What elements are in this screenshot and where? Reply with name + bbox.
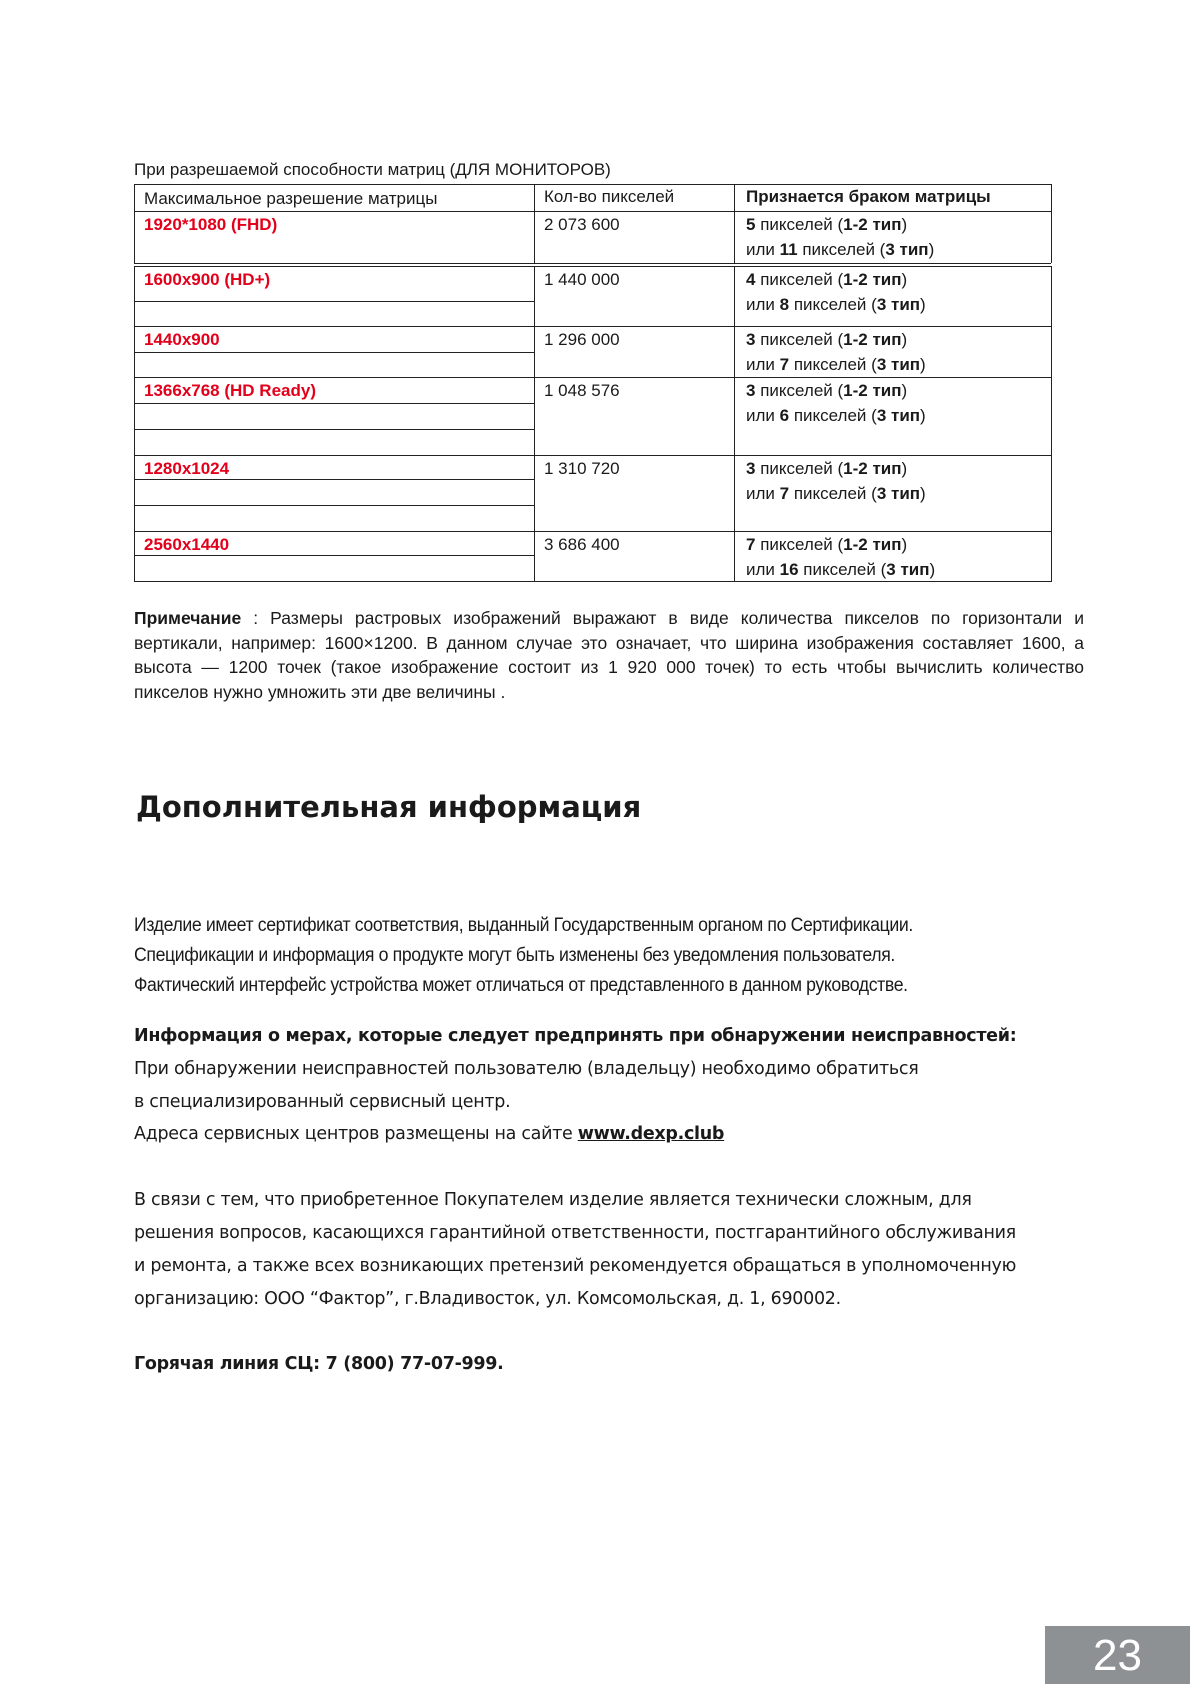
defect-line-2: или 16 пикселей (3 тип) bbox=[746, 560, 936, 579]
pixel-count: 1 296 000 bbox=[544, 330, 620, 349]
defect-line-1: 3 пикселей (1-2 тип) bbox=[746, 459, 908, 478]
resolution-text: 1920*1080 (FHD) bbox=[144, 215, 278, 234]
hotline: Горячая линия СЦ: 7 (800) 77-07-999. bbox=[134, 1354, 504, 1374]
resolution-cell: 1920*1080 (FHD) bbox=[144, 212, 277, 237]
pixel-count: 3 686 400 bbox=[544, 535, 620, 554]
resolution-cell: 1366x768 (HD Ready) bbox=[144, 378, 316, 403]
dexp-link[interactable]: www.dexp.club bbox=[577, 1124, 725, 1144]
resolution-text: 1440x900 bbox=[144, 330, 220, 349]
table-rule bbox=[134, 184, 1051, 185]
table-rule bbox=[134, 505, 534, 506]
table-rule bbox=[134, 479, 534, 480]
defect-line-2: или 7 пикселей (3 тип) bbox=[746, 355, 926, 374]
table-caption: При разрешаемой способности матриц (ДЛЯ … bbox=[134, 160, 611, 179]
header-resolution: Максимальное разрешение матрицы bbox=[144, 189, 438, 208]
resolution-text: 1600x900 (HD+) bbox=[144, 270, 271, 289]
defect-line-1: 5 пикселей (1-2 тип) bbox=[746, 215, 908, 234]
table-rule bbox=[134, 377, 1051, 378]
pixels-cell: 1 048 576 bbox=[544, 378, 620, 403]
defect-cell: 4 пикселей (1-2 тип) или 8 пикселей (3 ти… bbox=[746, 267, 926, 317]
resolution-text: 2560x1440 bbox=[144, 535, 230, 554]
table-rule bbox=[134, 352, 534, 353]
defect-line-2: или 6 пикселей (3 тип) bbox=[746, 406, 926, 425]
pixels-cell: 1 296 000 bbox=[544, 327, 620, 352]
table-rule bbox=[134, 581, 1051, 582]
table-rule bbox=[534, 184, 535, 263]
defect-line-2: или 11 пикселей (3 тип) bbox=[746, 240, 935, 259]
table-rule bbox=[134, 301, 534, 302]
table-rule bbox=[734, 184, 735, 263]
table-rule bbox=[134, 266, 1051, 267]
defect-line-1: 3 пикселей (1-2 тип) bbox=[746, 381, 908, 400]
defect-line-1: 3 пикселей (1-2 тип) bbox=[746, 330, 908, 349]
section-heading: Дополнительная информация bbox=[136, 790, 642, 824]
warranty-line: и ремонта, а также всех возникающих прет… bbox=[134, 1256, 1017, 1276]
warranty-line: В связи с тем, что приобретенное Покупат… bbox=[134, 1190, 972, 1210]
table-rule bbox=[1051, 184, 1052, 263]
pixel-count: 1 048 576 bbox=[544, 381, 620, 400]
warranty-line: решения вопросов, касающихся гарантийной… bbox=[134, 1223, 1016, 1243]
table-rule bbox=[134, 326, 1051, 327]
table-rule bbox=[134, 555, 534, 556]
defect-cell: 5 пикселей (1-2 тип) или 11 пикселей (3 т… bbox=[746, 212, 934, 262]
table-rule bbox=[134, 211, 1051, 212]
defect-line-2: или 7 пикселей (3 тип) bbox=[746, 484, 926, 503]
note-paragraph: Примечание : Размеры растровых изображен… bbox=[134, 606, 1084, 704]
table-rule bbox=[134, 263, 1051, 264]
defect-line-1: 7 пикселей (1-2 тип) bbox=[746, 535, 908, 554]
pixel-count: 1 310 720 bbox=[544, 459, 620, 478]
pixel-count: 1 440 000 bbox=[544, 270, 620, 289]
note-text: : Размеры растровых изображений выражают… bbox=[134, 608, 1084, 702]
resolution-cell: 1600x900 (HD+) bbox=[144, 267, 270, 292]
defect-cell: 7 пикселей (1-2 тип) или 16 пикселей (3 т… bbox=[746, 532, 935, 582]
table-rule bbox=[734, 266, 735, 582]
defect-line-2: или 8 пикселей (3 тип) bbox=[746, 295, 926, 314]
cert-line: Изделие имеет сертификат соответствия, в… bbox=[134, 915, 913, 936]
table-rule bbox=[534, 266, 535, 582]
resolution-text: 1366x768 (HD Ready) bbox=[144, 381, 316, 400]
fault-line: Адреса сервисных центров размещены на са… bbox=[134, 1124, 724, 1144]
resolution-cell: 1280x1024 bbox=[144, 456, 229, 481]
table-rule bbox=[1051, 266, 1052, 582]
header-defect: Признается браком матрицы bbox=[746, 187, 991, 206]
page-number: 23 bbox=[1045, 1626, 1190, 1684]
defect-line-1: 4 пикселей (1-2 тип) bbox=[746, 270, 908, 289]
pixel-count: 2 073 600 bbox=[544, 215, 620, 234]
cert-line: Фактический интерфейс устройства может о… bbox=[134, 975, 908, 996]
warranty-line: организацию: ООО “Фактор”, г.Владивосток… bbox=[134, 1289, 841, 1309]
pixels-cell: 1 440 000 bbox=[544, 267, 620, 292]
table-rule bbox=[134, 429, 534, 430]
cert-line: Спецификации и информация о продукте мог… bbox=[134, 945, 895, 966]
resolution-cell: 2560x1440 bbox=[144, 532, 229, 557]
note-label: Примечание bbox=[134, 608, 242, 628]
header-pixels: Кол-во пикселей bbox=[544, 187, 675, 206]
defect-cell: 3 пикселей (1-2 тип) или 6 пикселей (3 ти… bbox=[746, 378, 926, 428]
fault-line-text: Адреса сервисных центров размещены на са… bbox=[134, 1124, 578, 1144]
table-rule bbox=[134, 531, 1051, 532]
defect-cell: 3 пикселей (1-2 тип) или 7 пикселей (3 ти… bbox=[746, 327, 926, 377]
table-rule bbox=[134, 455, 1051, 456]
fault-title: Информация о мерах, которые следует пред… bbox=[134, 1026, 1017, 1046]
resolution-cell: 1440x900 bbox=[144, 327, 220, 352]
fault-line: в специализированный сервисный центр. bbox=[134, 1092, 511, 1112]
pixels-cell: 2 073 600 bbox=[544, 212, 620, 237]
table-rule bbox=[134, 403, 534, 404]
table-rule bbox=[134, 184, 135, 263]
resolution-text: 1280x1024 bbox=[144, 459, 230, 478]
pixels-cell: 3 686 400 bbox=[544, 532, 620, 557]
defect-cell: 3 пикселей (1-2 тип) или 7 пикселей (3 ти… bbox=[746, 456, 926, 506]
fault-line: При обнаружении неисправностей пользоват… bbox=[134, 1059, 919, 1079]
pixels-cell: 1 310 720 bbox=[544, 456, 620, 481]
table-rule bbox=[134, 266, 135, 582]
